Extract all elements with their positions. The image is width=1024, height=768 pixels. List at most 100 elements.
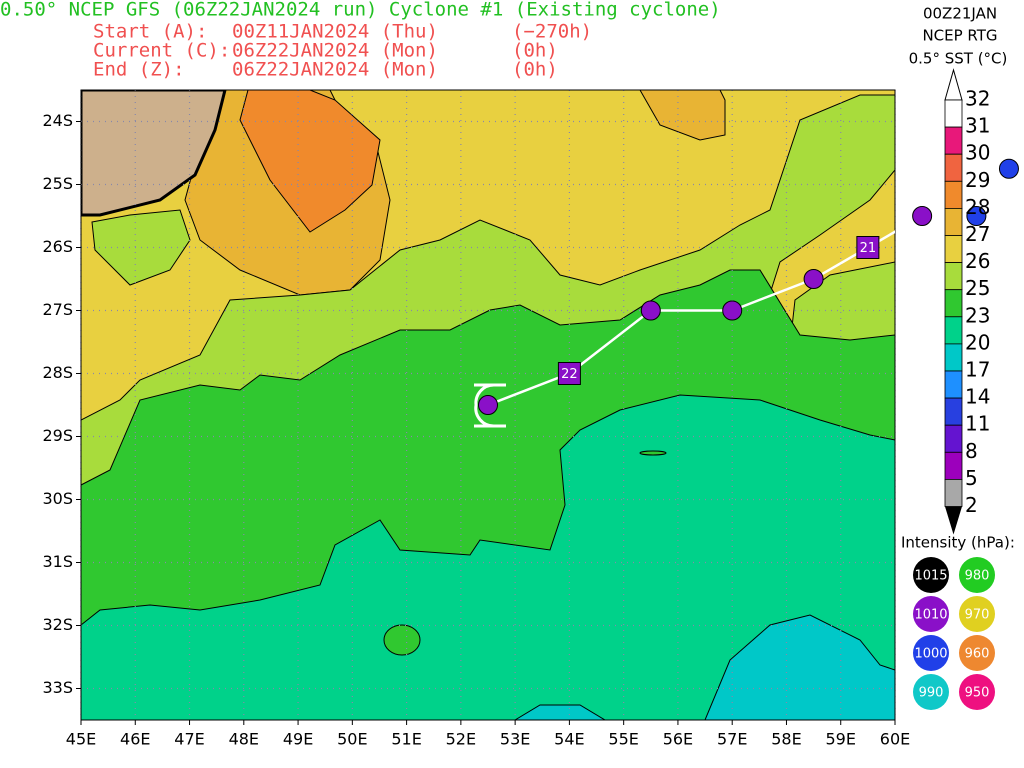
lon-tick-label: 58E: [771, 730, 801, 749]
colorbar-label: 32: [965, 87, 990, 111]
track: 22 21: [474, 158, 1019, 428]
colorbar-segment: [944, 262, 963, 291]
colorbar-segment: [944, 343, 963, 372]
colorbar-segment: [944, 153, 963, 182]
intensity-label: 970: [965, 608, 990, 623]
lon-tick-label: 56E: [663, 730, 693, 749]
intensity-swatch: [959, 557, 995, 593]
lat-tick-label: 29S: [42, 426, 73, 445]
sst-date: 00Z21JAN: [923, 5, 997, 23]
intensity-swatch: [959, 596, 995, 632]
track-point: [722, 300, 743, 321]
lon-tick-label: 45E: [66, 730, 96, 749]
colorbar-segment: [944, 99, 963, 128]
cyclone-symbol: [474, 383, 506, 428]
colorbar-label: 5: [965, 466, 978, 490]
plot-frame: [80, 89, 896, 721]
colorbar-label: 25: [965, 276, 990, 300]
colorbar-segment: [944, 235, 963, 264]
lat-tick-label: 27S: [42, 300, 73, 319]
lon-tick-label: 60E: [880, 730, 910, 749]
lon-tick-label: 57E: [717, 730, 747, 749]
track-point: [478, 395, 498, 415]
lat-tick-label: 33S: [42, 678, 73, 697]
colorbar-label: 20: [965, 330, 990, 354]
lat-tick-label: 30S: [42, 489, 73, 508]
track-point: [966, 206, 987, 226]
header-line: (0h): [512, 40, 558, 62]
lon-tick-label: 53E: [500, 730, 530, 749]
header-line: (0h): [512, 59, 558, 81]
day-label: 22: [561, 367, 578, 382]
colorbar-label: 14: [965, 385, 990, 409]
colorbar-segment: [944, 451, 963, 480]
colorbar-label: 31: [965, 114, 990, 138]
colorbar-label: 11: [965, 412, 990, 436]
colorbar-segment: [944, 397, 963, 426]
header-line: 06Z22JAN2024 (Mon): [232, 40, 438, 62]
lon-tick-label: 49E: [283, 730, 313, 749]
title: 0.50° NCEP GFS (06Z22JAN2024 run) Cyclon…: [0, 0, 721, 21]
intensity-swatch: [913, 635, 949, 671]
day-label: 21: [860, 241, 877, 256]
intensity-swatch: [959, 635, 995, 671]
colorbar-segment: [944, 180, 963, 209]
sst-title: 0.5° SST (°C): [909, 50, 1008, 68]
lat-tick-label: 25S: [42, 174, 73, 193]
lon-tick-label: 54E: [554, 730, 584, 749]
intensity-swatch: [913, 557, 949, 593]
colorbar-segment: [944, 126, 963, 155]
track-point: [640, 300, 661, 321]
day-marker: [856, 236, 880, 259]
intensity-label: 990: [919, 686, 944, 701]
intensity-title: Intensity (hPa):: [901, 534, 1015, 552]
colorbar-segment: [944, 289, 963, 318]
intensity-swatch: [913, 596, 949, 632]
colorbar-label: 2: [965, 493, 978, 517]
sst-source: NCEP RTG: [922, 27, 997, 45]
lat-tick-label: 26S: [42, 237, 73, 256]
track-point: [912, 206, 933, 226]
colorbar-label: 27: [965, 222, 990, 246]
colorbar-tip: [944, 68, 963, 101]
intensity-label: 950: [965, 686, 990, 701]
colorbar-segment: [944, 370, 963, 399]
intensity-label: 980: [965, 569, 990, 584]
colorbar-segment: [944, 478, 963, 507]
lat-tick-label: 28S: [42, 363, 73, 382]
colorbar-segment: [944, 316, 963, 345]
colorbar-label: 29: [965, 168, 990, 192]
header-line: End (Z):: [93, 59, 185, 81]
intensity-label: 1015: [914, 569, 947, 584]
colorbar-label: 26: [965, 249, 990, 273]
intensity-label: 1000: [914, 647, 947, 662]
colorbar-segment: [944, 207, 963, 236]
lon-tick-label: 59E: [825, 730, 855, 749]
lat-tick-label: 24S: [42, 111, 73, 130]
header-line: Start (A):: [93, 21, 207, 43]
track-point: [803, 269, 824, 289]
intensity-label: 960: [965, 647, 990, 662]
intensity-swatch: [913, 674, 949, 710]
header-line: 00Z11JAN2024 (Thu): [232, 21, 438, 43]
day-marker: [557, 362, 581, 385]
lon-tick-label: 55E: [608, 730, 638, 749]
lon-tick-label: 50E: [337, 730, 367, 749]
lon-tick-label: 46E: [120, 730, 150, 749]
intensity-swatch: [959, 674, 995, 710]
header-line: (−270h): [512, 21, 592, 43]
graticule: [80, 90, 896, 720]
header-line: Current (C):: [93, 40, 230, 62]
colorbar-label: 17: [965, 358, 990, 382]
colorbar-label: 28: [965, 195, 990, 219]
lon-tick-label: 51E: [391, 730, 421, 749]
track-point: [998, 158, 1019, 179]
lon-tick-label: 47E: [174, 730, 204, 749]
lon-tick-label: 48E: [229, 730, 259, 749]
colorbar-label: 30: [965, 141, 990, 165]
colorbar-tip: [945, 506, 962, 535]
lon-tick-label: 52E: [446, 730, 476, 749]
colorbar-label: 23: [965, 303, 990, 327]
